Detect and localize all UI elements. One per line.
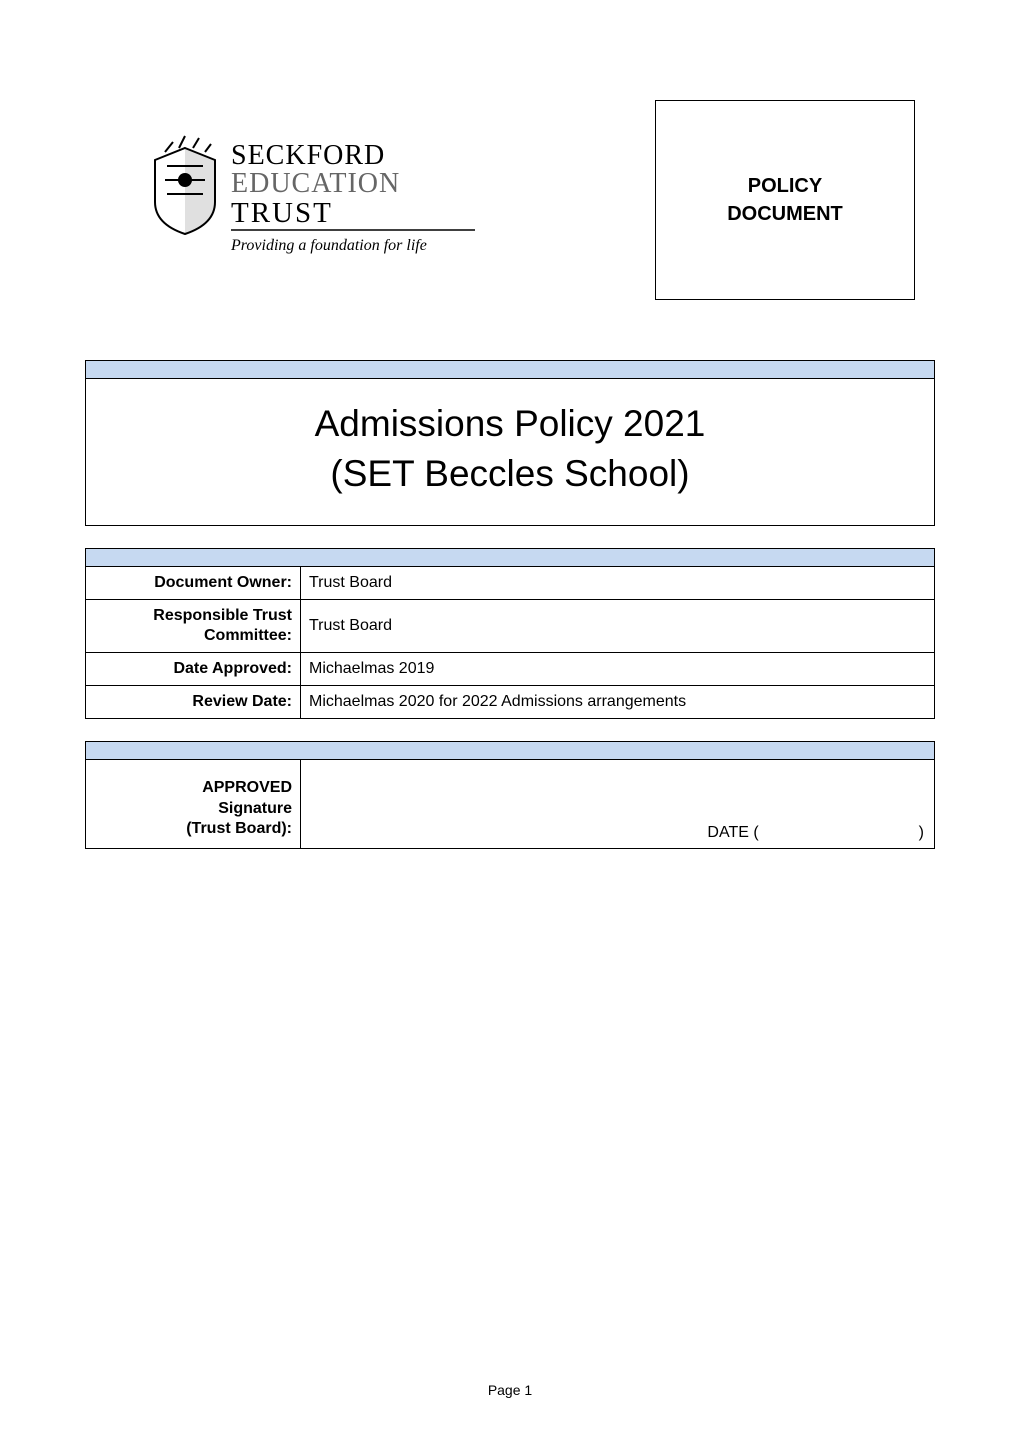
- table-row: Date Approved: Michaelmas 2019: [86, 652, 935, 685]
- meta-value-review: Michaelmas 2020 for 2022 Admissions arra…: [301, 685, 935, 718]
- meta-value-committee: Trust Board: [301, 599, 935, 652]
- sig-label-l1: APPROVED: [202, 779, 292, 796]
- title-header-strip: [86, 361, 935, 379]
- header-row: SECKFORD EDUCATION TRUST Providing a fou…: [85, 100, 935, 300]
- crest-icon: [155, 136, 215, 234]
- title-content-cell: Admissions Policy 2021 (SET Beccles Scho…: [86, 379, 935, 526]
- table-row: Document Owner: Trust Board: [86, 566, 935, 599]
- logo: SECKFORD EDUCATION TRUST Providing a fou…: [145, 130, 485, 270]
- title-table: Admissions Policy 2021 (SET Beccles Scho…: [85, 360, 935, 526]
- table-row: APPROVED Signature (Trust Board): DATE (…: [86, 759, 935, 848]
- page-footer: Page 1: [0, 1382, 1020, 1398]
- meta-label-committee-l1: Responsible Trust: [153, 607, 292, 624]
- logo-tagline: Providing a foundation for life: [230, 237, 427, 254]
- date-wrapper: DATE ( ): [311, 824, 924, 842]
- policy-box-line-2: DOCUMENT: [727, 200, 843, 228]
- table-row: Review Date: Michaelmas 2020 for 2022 Ad…: [86, 685, 935, 718]
- title-line-2: (SET Beccles School): [96, 449, 924, 499]
- signature-header-strip: [86, 741, 935, 759]
- meta-value-owner: Trust Board: [301, 566, 935, 599]
- logo-line-3: TRUST: [231, 197, 333, 229]
- meta-label-committee: Responsible Trust Committee:: [86, 599, 301, 652]
- meta-value-approved: Michaelmas 2019: [301, 652, 935, 685]
- meta-label-review: Review Date:: [86, 685, 301, 718]
- logo-line-1: SECKFORD: [231, 140, 385, 171]
- title-line-1: Admissions Policy 2021: [96, 399, 924, 449]
- date-close: ): [919, 824, 924, 842]
- meta-header-strip: [86, 548, 935, 566]
- signature-value-cell: DATE ( ): [301, 759, 935, 848]
- logo-line-2: EDUCATION: [231, 168, 400, 199]
- sig-label-l2: Signature: [218, 800, 292, 817]
- meta-label-owner: Document Owner:: [86, 566, 301, 599]
- sig-label-l3: (Trust Board):: [186, 820, 292, 837]
- meta-table: Document Owner: Trust Board Responsible …: [85, 548, 935, 719]
- table-row: Responsible Trust Committee: Trust Board: [86, 599, 935, 652]
- policy-document-box: POLICY DOCUMENT: [655, 100, 915, 300]
- meta-label-committee-l2: Committee:: [204, 627, 292, 644]
- meta-label-approved: Date Approved:: [86, 652, 301, 685]
- signature-label: APPROVED Signature (Trust Board):: [86, 759, 301, 848]
- seckford-logo-svg: SECKFORD EDUCATION TRUST Providing a fou…: [145, 130, 485, 270]
- policy-box-line-1: POLICY: [748, 172, 822, 200]
- signature-table: APPROVED Signature (Trust Board): DATE (…: [85, 741, 935, 849]
- date-label: DATE (: [707, 824, 758, 842]
